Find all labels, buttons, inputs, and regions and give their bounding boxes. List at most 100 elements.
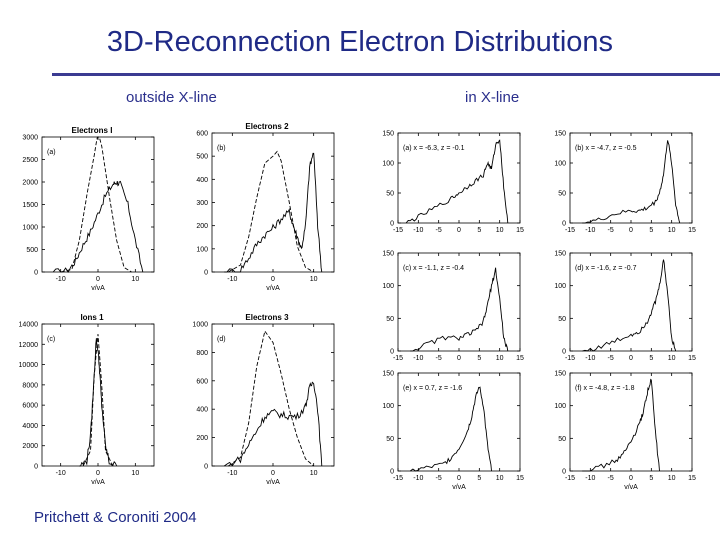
x-tick-label: -15 (393, 227, 403, 234)
y-tick-label: 100 (554, 283, 566, 290)
x-tick-label: -10 (585, 227, 595, 234)
series-line-solid (410, 267, 509, 352)
plot-tag: (b) x = -4.7, z = -0.5 (575, 145, 637, 152)
y-tick-label: 150 (382, 131, 394, 138)
x-tick-label: -5 (608, 355, 614, 362)
x-tick-label: -10 (227, 276, 237, 283)
x-tick-label: 10 (668, 475, 676, 482)
x-tick-label: 5 (477, 475, 481, 482)
plot-tag: (b) (217, 145, 226, 152)
x-tick-label: -15 (393, 355, 403, 362)
plot-i: 0 50 100 150 -15 -10 -5 0 5 10 15 (e) x = 0.7, z = … (382, 371, 524, 492)
plot-j: 0 50 100 150 -15 -10 -5 0 5 10 15 (f) x = -4.8, z =… (554, 371, 696, 492)
y-tick-label: 500 (26, 247, 38, 254)
x-tick-label: 15 (516, 227, 524, 234)
x-tick-label: 10 (496, 227, 504, 234)
x-tick-label: 15 (516, 355, 524, 362)
x-axis-label: v/vA (266, 285, 280, 292)
plot-tag: (c) x = -1.1, z = -0.4 (403, 265, 464, 272)
x-tick-label: 0 (457, 355, 461, 362)
y-tick-label: 12000 (19, 342, 39, 349)
y-tick-label: 8000 (22, 382, 38, 389)
y-tick-label: 0 (390, 221, 394, 228)
x-tick-label: 0 (96, 276, 100, 283)
plot-title: Electrons 2 (245, 122, 289, 131)
plot-frame (41, 136, 155, 273)
y-tick-label: 0 (390, 469, 394, 476)
y-tick-label: 50 (386, 436, 394, 443)
x-tick-label: 0 (629, 355, 633, 362)
y-tick-label: 200 (196, 435, 208, 442)
y-tick-label: 50 (558, 316, 566, 323)
x-tick-label: 15 (688, 355, 696, 362)
y-tick-label: 500 (196, 154, 208, 161)
y-tick-label: 3000 (22, 135, 38, 142)
y-tick-label: 0 (204, 270, 208, 277)
x-axis-label: v/vA (91, 479, 105, 486)
y-tick-label: 400 (196, 407, 208, 414)
plot-f: 0 50 100 150 -15 -10 -5 0 5 10 15 (b) x = -4.7, z =… (554, 131, 696, 235)
x-tick-label: 0 (457, 227, 461, 234)
x-tick-label: 0 (629, 227, 633, 234)
x-axis-label: v/vA (266, 479, 280, 486)
y-tick-label: 400 (196, 177, 208, 184)
x-tick-label: 10 (496, 475, 504, 482)
series-line-solid (582, 378, 660, 472)
x-tick-label: 0 (629, 475, 633, 482)
y-tick-label: 0 (562, 349, 566, 356)
x-tick-label: 5 (649, 355, 653, 362)
y-tick-label: 0 (34, 270, 38, 277)
left-heading: outside X-line (126, 89, 217, 106)
y-tick-label: 100 (382, 403, 394, 410)
series-line-solid (409, 386, 492, 472)
right-heading: in X-line (465, 89, 520, 106)
plot-title: Electrons 3 (245, 313, 289, 322)
slide-title: 3D-Reconnection Electron Distributions (106, 26, 614, 58)
y-tick-label: 0 (562, 469, 566, 476)
x-tick-label: 0 (96, 470, 100, 477)
y-tick-label: 150 (382, 371, 394, 378)
plot-h: 0 50 100 150 -15 -10 -5 0 5 10 15 (d) x = -1.6, z =… (554, 251, 696, 363)
x-tick-label: -10 (56, 276, 66, 283)
x-tick-label: 15 (516, 475, 524, 482)
y-tick-label: 100 (196, 246, 208, 253)
y-tick-label: 200 (196, 223, 208, 230)
y-tick-label: 0 (204, 464, 208, 471)
x-tick-label: -5 (436, 355, 442, 362)
y-tick-label: 6000 (22, 403, 38, 410)
y-tick-label: 300 (196, 200, 208, 207)
plot-a: 0 500 1000 1500 2000 2500 3000 -10 0 10 Electrons … (22, 126, 155, 292)
x-tick-label: 15 (688, 475, 696, 482)
plot-c: 0 2000 4000 6000 8000 10000 12000 14000 -10 0 10 Io… (19, 313, 155, 486)
y-tick-label: 0 (390, 349, 394, 356)
plot-tag: (a) (47, 149, 56, 156)
plot-frame (211, 132, 335, 273)
x-axis-label: v/vA (91, 285, 105, 292)
series-line-solid (582, 259, 677, 352)
plot-tag: (d) (217, 336, 226, 343)
citation: Pritchett & Coroniti 2004 (34, 509, 197, 526)
y-tick-label: 0 (34, 464, 38, 471)
title-divider (52, 73, 720, 76)
series-line-solid (224, 152, 323, 273)
x-tick-label: 0 (457, 475, 461, 482)
x-tick-label: 15 (688, 227, 696, 234)
y-tick-label: 2000 (22, 180, 38, 187)
y-tick-label: 4000 (22, 423, 38, 430)
y-tick-label: 50 (558, 191, 566, 198)
series-line-dashed (60, 136, 132, 273)
x-tick-label: 10 (131, 276, 139, 283)
y-tick-label: 150 (382, 251, 394, 258)
series-line-solid (52, 180, 144, 273)
x-tick-label: -10 (585, 355, 595, 362)
series-line-solid (79, 338, 118, 467)
x-tick-label: 10 (131, 470, 139, 477)
series-line-dashed (228, 330, 314, 467)
x-tick-label: -10 (227, 470, 237, 477)
x-tick-label: 5 (477, 227, 481, 234)
x-tick-label: -10 (585, 475, 595, 482)
y-tick-label: 100 (554, 161, 566, 168)
x-tick-label: -10 (413, 355, 423, 362)
x-tick-label: -15 (565, 227, 575, 234)
x-tick-label: 5 (649, 475, 653, 482)
